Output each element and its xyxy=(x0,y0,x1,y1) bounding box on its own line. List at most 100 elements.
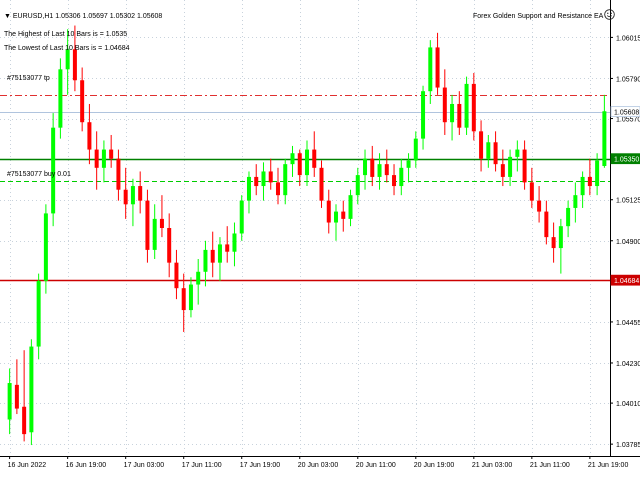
candle-body xyxy=(283,164,288,196)
candle-body xyxy=(573,195,578,208)
time-tick-label: 17 Jun 03:00 xyxy=(124,462,165,469)
candle-body xyxy=(319,167,324,201)
candle-body xyxy=(203,249,208,272)
candle-body xyxy=(479,131,484,159)
candle-body xyxy=(305,149,309,176)
candle-body xyxy=(239,200,244,234)
candle-body xyxy=(43,213,48,281)
time-tick-label: 20 Jun 19:00 xyxy=(414,462,455,469)
candle-body xyxy=(370,158,375,177)
candle-body xyxy=(123,189,128,205)
candle-body xyxy=(500,164,505,177)
candle-body xyxy=(87,122,92,150)
candle-body xyxy=(36,280,41,347)
price-tick-label: 1.04230 xyxy=(616,361,640,368)
candle-body xyxy=(58,69,63,128)
candle-body xyxy=(145,200,150,250)
candle-body xyxy=(65,49,70,70)
price-tick-label: 1.05125 xyxy=(616,198,640,205)
candle-body xyxy=(152,218,157,250)
candle-body xyxy=(312,149,317,168)
candle-body xyxy=(580,176,585,196)
candle-body xyxy=(558,226,563,249)
candle-body xyxy=(80,80,85,123)
candle-body xyxy=(225,244,230,252)
candle-body xyxy=(529,182,534,201)
time-tick-label: 20 Jun 11:00 xyxy=(356,462,396,469)
candle-body xyxy=(392,175,397,187)
candle-body xyxy=(217,244,222,263)
time-tick-label: 17 Jun 11:00 xyxy=(182,462,222,469)
smiley-face-icon[interactable] xyxy=(604,9,615,20)
time-tick-label: 16 Jun 19:00 xyxy=(66,462,107,469)
support-price-tag xyxy=(610,153,640,165)
candle-body xyxy=(275,182,280,196)
price-tick-label: 1.04900 xyxy=(616,239,640,246)
time-tick-label: 21 Jun 19:00 xyxy=(588,462,629,469)
time-tick-label: 21 Jun 11:00 xyxy=(530,462,570,469)
candle-body xyxy=(508,156,513,177)
support-price-label: 1.05350 xyxy=(614,157,639,164)
candle-body xyxy=(464,83,469,128)
time-tick-label: 17 Jun 19:00 xyxy=(240,462,281,469)
candle-body xyxy=(595,160,600,187)
lowest-bars-text: The Lowest of Last 10 Bars is = 1.04684 xyxy=(4,45,130,52)
candle-body xyxy=(261,171,266,187)
buy-order-label[interactable]: #75153077 buy 0.01 xyxy=(7,171,71,178)
candle-body xyxy=(421,91,426,139)
candle-body xyxy=(268,171,273,183)
candle-body xyxy=(29,346,34,433)
candle-body xyxy=(587,176,592,187)
candle-body xyxy=(94,149,99,168)
candle-body xyxy=(7,383,12,420)
candle-body xyxy=(196,271,201,285)
candle-body xyxy=(72,49,77,81)
candle-body xyxy=(188,284,193,311)
candle-body xyxy=(457,103,462,128)
ea-name-label: Forex Golden Support and Resistance EA xyxy=(473,13,604,20)
candle-body xyxy=(486,142,491,159)
candle-body xyxy=(602,111,607,166)
candle-body xyxy=(116,158,121,190)
candle-body xyxy=(334,211,339,223)
candle-body xyxy=(174,262,179,289)
price-tick-label: 1.03785 xyxy=(616,442,640,449)
current-price-price-label: 1.05608 xyxy=(614,110,639,117)
candle-body xyxy=(442,87,447,123)
candle-body xyxy=(297,153,302,176)
candle-body xyxy=(232,233,237,252)
candle-body xyxy=(101,149,106,168)
candle-body xyxy=(544,211,549,238)
price-tick-label: 1.05790 xyxy=(616,76,640,83)
price-tick-label: 1.05570 xyxy=(616,117,640,124)
candle-body xyxy=(326,200,331,223)
tp-order-label[interactable]: #75153077 tp xyxy=(7,75,50,82)
price-tick-label: 1.04455 xyxy=(616,320,640,327)
candle-body xyxy=(348,195,353,219)
time-tick-label: 21 Jun 03:00 xyxy=(472,462,513,469)
resistance-price-tag xyxy=(610,274,640,286)
candle-body xyxy=(471,83,476,132)
candle-body xyxy=(51,127,56,214)
candle-body xyxy=(138,186,143,201)
candle-body xyxy=(290,153,295,165)
candle-body xyxy=(377,164,382,177)
candle-body xyxy=(566,207,571,227)
candle-body xyxy=(428,47,433,92)
candle-body xyxy=(450,103,455,123)
candle-body xyxy=(109,149,114,159)
candle-body xyxy=(341,211,346,219)
candle-body xyxy=(537,200,542,212)
symbol-ohlc-readout: ▼ EURUSD,H1 1.05306 1.05697 1.05302 1.05… xyxy=(4,13,163,20)
price-tick-label: 1.06015 xyxy=(616,35,640,42)
candle-body xyxy=(399,167,404,187)
candle-body xyxy=(14,384,19,409)
candle-body xyxy=(210,249,215,263)
highest-bars-text: The Highest of Last 10 Bars is = 1.0535 xyxy=(4,31,128,38)
candle-body xyxy=(384,164,389,176)
candle-body xyxy=(551,237,556,249)
candle-body xyxy=(22,406,27,435)
candle-body xyxy=(355,175,360,196)
